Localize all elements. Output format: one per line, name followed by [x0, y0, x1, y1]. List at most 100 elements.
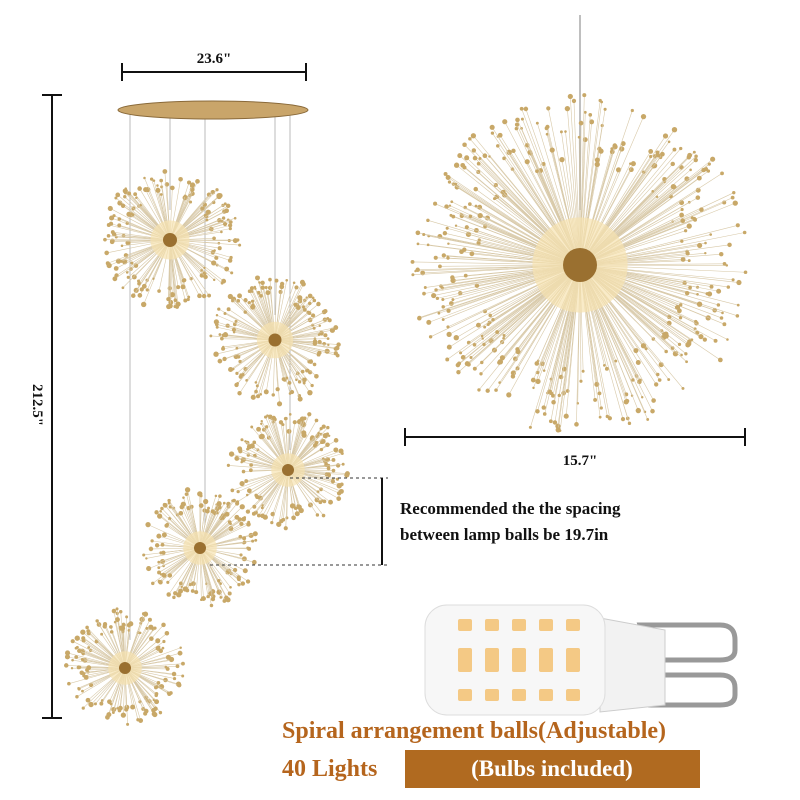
- crystal: [145, 626, 149, 630]
- crystal: [242, 536, 247, 541]
- crystal: [457, 153, 463, 159]
- crystal: [172, 595, 176, 600]
- crystal: [333, 447, 339, 453]
- crystal: [114, 196, 118, 200]
- crystal: [87, 646, 91, 649]
- crystal: [237, 391, 242, 396]
- crystal: [164, 182, 170, 187]
- crystal: [203, 274, 208, 280]
- crystal: [235, 501, 240, 506]
- crystal: [635, 407, 641, 414]
- crystal: [154, 510, 159, 515]
- crystal: [251, 559, 257, 565]
- crystal: [534, 361, 540, 366]
- crystal: [166, 592, 171, 597]
- crystal: [410, 259, 415, 264]
- crystal: [260, 506, 264, 510]
- crystal: [707, 162, 711, 166]
- crystal: [214, 255, 219, 260]
- crystal: [182, 278, 187, 283]
- crystal: [224, 511, 230, 517]
- crystal: [480, 360, 484, 365]
- crystal: [672, 147, 677, 152]
- crystal: [222, 332, 229, 338]
- crystal: [411, 273, 415, 277]
- crystal: [241, 516, 247, 522]
- crystal: [291, 515, 296, 521]
- crystal: [250, 425, 254, 429]
- crystal: [246, 488, 252, 494]
- crystal: [326, 472, 331, 477]
- crystal: [416, 242, 420, 246]
- crystal: [317, 339, 322, 345]
- crystal: [227, 293, 233, 300]
- crystal: [104, 250, 109, 256]
- crystal: [308, 301, 312, 306]
- crystal: [333, 351, 338, 356]
- crystal: [678, 316, 683, 320]
- crystal: [109, 625, 113, 629]
- crystal: [523, 106, 529, 112]
- crystal: [117, 223, 122, 228]
- crystal: [203, 498, 209, 505]
- crystal: [222, 221, 228, 227]
- crystal: [251, 511, 256, 516]
- crystal: [451, 279, 455, 283]
- crystal: [462, 247, 467, 252]
- crystal: [479, 372, 483, 376]
- crystal: [238, 243, 242, 247]
- crystal: [254, 493, 258, 498]
- crystal: [113, 620, 117, 624]
- crystal: [312, 362, 317, 367]
- crystal: [222, 599, 227, 603]
- crystal: [477, 204, 483, 210]
- hub: [194, 542, 206, 554]
- crystal: [260, 285, 265, 290]
- crystal: [86, 629, 90, 633]
- crystal: [281, 377, 286, 381]
- crystal: [545, 124, 550, 129]
- crystal: [605, 414, 609, 419]
- crystal: [311, 313, 316, 318]
- crystal: [111, 711, 115, 715]
- crystal: [201, 596, 206, 602]
- crystal: [227, 258, 233, 263]
- crystal: [248, 468, 253, 473]
- crystal: [161, 646, 165, 650]
- crystal: [64, 654, 71, 660]
- crystal: [260, 419, 263, 423]
- crystal: [211, 200, 216, 205]
- crystal: [482, 342, 486, 347]
- crystal: [684, 176, 690, 182]
- crystal: [229, 585, 232, 589]
- crystal: [223, 312, 227, 316]
- crystal: [210, 509, 215, 514]
- crystal: [677, 342, 682, 346]
- crystal: [169, 658, 174, 662]
- crystal: [86, 665, 92, 671]
- crystal: [148, 546, 154, 552]
- crystal: [662, 332, 665, 336]
- crystal: [684, 352, 688, 356]
- crystal: [276, 521, 282, 527]
- crystal: [564, 130, 567, 133]
- led-chip: [485, 648, 499, 672]
- crystal: [294, 511, 300, 517]
- crystal: [182, 586, 188, 592]
- crystal: [535, 378, 541, 385]
- crystal: [157, 289, 161, 293]
- crystal: [126, 211, 132, 217]
- crystal: [721, 311, 724, 315]
- crystal: [237, 517, 243, 522]
- led-chip: [539, 689, 553, 701]
- crystal: [118, 705, 123, 711]
- crystal: [221, 216, 226, 220]
- crystal: [693, 157, 698, 163]
- crystal: [294, 285, 299, 290]
- crystal: [260, 422, 263, 426]
- led-chip: [458, 689, 472, 701]
- crystal: [125, 271, 129, 274]
- crystal: [158, 579, 163, 585]
- crystal: [687, 259, 691, 263]
- crystal: [727, 242, 732, 248]
